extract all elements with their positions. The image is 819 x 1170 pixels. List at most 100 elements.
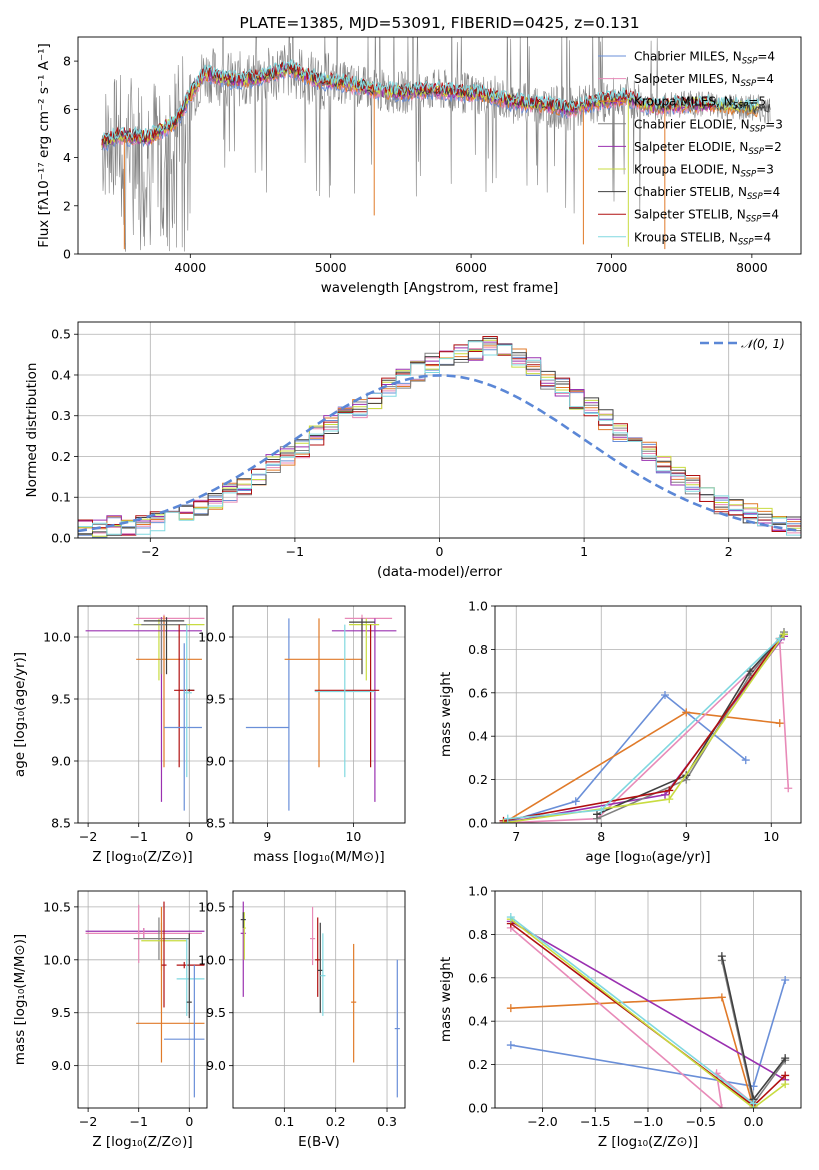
tick-label-x: 8 bbox=[597, 829, 605, 844]
age-vs-mass-plot bbox=[245, 614, 397, 811]
tick-label-x: −1.0 bbox=[633, 1114, 663, 1129]
tick-label-y: 9.0 bbox=[206, 754, 226, 769]
model-line-4 bbox=[101, 63, 717, 148]
legend-n: =3 bbox=[756, 163, 774, 177]
tick-label-x: 0 bbox=[185, 1114, 193, 1129]
mass-vs-Z-frame bbox=[77, 890, 208, 1109]
tick-label-y: 0.8 bbox=[468, 927, 488, 942]
tick-label-y: 0.6 bbox=[468, 685, 488, 700]
series-marker bbox=[499, 819, 508, 823]
tick-label-x: −1.5 bbox=[580, 1114, 610, 1129]
legend-entry-7: Salpeter STELIB, NSSP=4 bbox=[634, 208, 779, 225]
tick-label-y: 8.5 bbox=[51, 816, 71, 831]
x-axis-label: E(B-V) bbox=[298, 1134, 340, 1150]
tick-label-x: 4000 bbox=[174, 260, 206, 275]
normal-curve bbox=[78, 374, 801, 533]
age-vs-Z-frame bbox=[77, 605, 208, 824]
legend-label: Chabrier MILES, N bbox=[634, 50, 742, 64]
legend-sub: SSP bbox=[741, 79, 757, 89]
series-marker bbox=[781, 1071, 790, 1080]
legend-n: =4 bbox=[754, 230, 772, 244]
legend-label: Salpeter ELODIE, N bbox=[634, 140, 748, 154]
age-vs-Z-plot bbox=[85, 614, 205, 811]
series-marker bbox=[781, 1054, 790, 1063]
series-line-0 bbox=[503, 693, 747, 823]
series-line-8 bbox=[510, 916, 754, 1105]
legend-entry-2: Kroupa MILES, NSSP=5 bbox=[634, 95, 766, 112]
tick-label-y: 9.5 bbox=[51, 692, 71, 707]
series-marker bbox=[746, 667, 754, 676]
tick-label-x: −2 bbox=[79, 829, 97, 844]
y-axis-label: mass weight bbox=[438, 672, 454, 757]
tick-label-y: 0.2 bbox=[468, 1057, 488, 1072]
tick-label-x: 6000 bbox=[455, 260, 487, 275]
tick-label-y: 2 bbox=[63, 198, 71, 213]
tick-label-y: 0.2 bbox=[51, 449, 71, 464]
tick-label-y: 10.0 bbox=[43, 952, 71, 967]
tick-label-x: 7 bbox=[512, 829, 520, 844]
legend-sub: SSP bbox=[747, 192, 763, 202]
histogram-plot bbox=[78, 336, 801, 538]
series-marker bbox=[506, 1041, 515, 1050]
x-axis-label: age [log₁₀(age/yr)] bbox=[585, 849, 710, 865]
legend-n: =2 bbox=[764, 140, 782, 154]
y-axis-label: mass [log₁₀(M/M⊙)] bbox=[12, 934, 28, 1065]
residuals-axes: −2 −1 0 1 2 0.0 0.1 0.2 0.3 0.4 0.5 bbox=[51, 322, 801, 559]
x-axis-label: Z [log₁₀(Z/Z⊙)] bbox=[92, 849, 192, 865]
age-vs-mass-axes: 9 10 8.5 9.0 9.5 10.0 bbox=[198, 606, 405, 844]
series-marker bbox=[781, 1080, 790, 1089]
tick-label-y: 9.5 bbox=[51, 1005, 71, 1020]
tick-label-y: 0.0 bbox=[468, 1101, 488, 1116]
legend-sub: SSP bbox=[742, 57, 758, 67]
tick-label-x: 1 bbox=[580, 544, 588, 559]
series-marker bbox=[781, 975, 790, 984]
residuals-frame bbox=[77, 321, 802, 539]
legend-label: Chabrier ELODIE, N bbox=[634, 117, 750, 131]
y-axis-label: mass weight bbox=[438, 957, 454, 1042]
series-marker bbox=[503, 814, 512, 823]
series-marker bbox=[661, 790, 669, 799]
tick-label-y: 10.0 bbox=[198, 952, 226, 967]
tick-label-x: 0.2 bbox=[326, 1114, 346, 1129]
tick-label-x: −1 bbox=[129, 1114, 147, 1129]
tick-label-x: −1 bbox=[129, 829, 147, 844]
tick-label-y: 8.5 bbox=[206, 816, 226, 831]
tick-label-x: 0.3 bbox=[377, 1114, 397, 1129]
mass-vs-Z-plot bbox=[85, 901, 205, 1098]
series-marker bbox=[571, 797, 580, 806]
legend-n: =5 bbox=[748, 95, 766, 109]
tick-label-x: 0 bbox=[436, 544, 444, 559]
tick-label-y: 0.0 bbox=[51, 531, 71, 546]
tick-label-y: 9.0 bbox=[51, 754, 71, 769]
x-axis-label: Z [log₁₀(Z/Z⊙)] bbox=[598, 1134, 698, 1150]
legend-entry-3: Chabrier ELODIE, NSSP=3 bbox=[634, 117, 783, 134]
weight-vs-age-axes: 7 8 9 10 0.0 0.2 0.4 0.6 0.8 1.0 bbox=[468, 599, 801, 844]
chart-title: PLATE=1385, MJD=53091, FIBERID=0425, z=0… bbox=[239, 14, 639, 32]
legend-entry-5: Kroupa ELODIE, NSSP=3 bbox=[634, 163, 774, 180]
legend-entry-0: Chabrier MILES, NSSP=4 bbox=[634, 50, 775, 67]
series-marker bbox=[775, 634, 784, 643]
series-marker bbox=[784, 784, 793, 793]
tick-label-y: 10.5 bbox=[198, 899, 226, 914]
tick-label-y: 0.6 bbox=[468, 970, 488, 985]
series-marker bbox=[597, 805, 606, 814]
weight-vs-Z-frame bbox=[494, 890, 802, 1109]
series-line-1 bbox=[503, 711, 780, 823]
legend-sub: SSP bbox=[741, 170, 757, 180]
legend-label: Kroupa ELODIE, N bbox=[634, 163, 741, 177]
tick-label-x: −1 bbox=[286, 544, 304, 559]
tick-label-y: 8 bbox=[63, 54, 71, 69]
tick-label-x: 8000 bbox=[736, 260, 768, 275]
tick-label-y: 0.0 bbox=[468, 816, 488, 831]
legend-entry-8: Kroupa STELIB, NSSP=4 bbox=[634, 230, 771, 247]
tick-label-y: 10.0 bbox=[198, 630, 226, 645]
series-line-2 bbox=[510, 927, 755, 1108]
legend-label: Salpeter STELIB, N bbox=[634, 208, 746, 222]
legend-sub: SSP bbox=[733, 102, 749, 112]
y-axis-label: Normed distribution bbox=[24, 363, 40, 498]
tick-label-x: −2.0 bbox=[527, 1114, 557, 1129]
legend-entry-6: Chabrier STELIB, NSSP=4 bbox=[634, 185, 780, 202]
series-marker bbox=[661, 690, 669, 699]
series-marker bbox=[506, 913, 515, 922]
